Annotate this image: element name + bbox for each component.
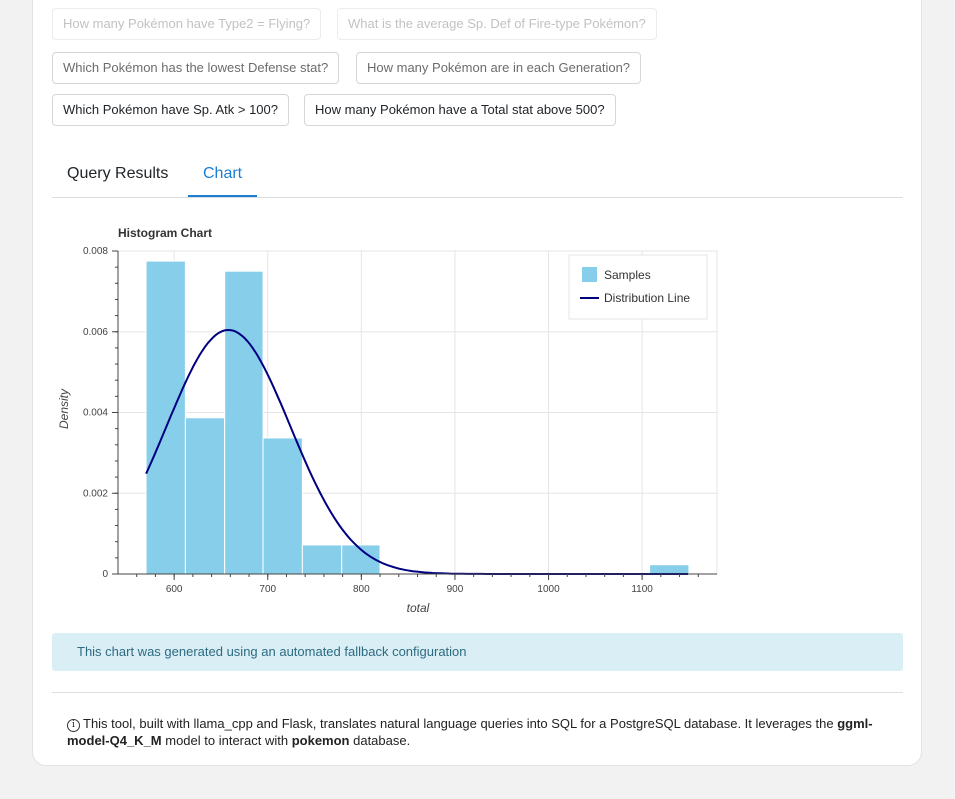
chart-legend: Samples Distribution Line bbox=[568, 254, 708, 320]
y-tick-label: 0 bbox=[102, 569, 108, 580]
x-tick-label: 1100 bbox=[631, 584, 653, 595]
y-tick-label: 0.006 bbox=[83, 327, 108, 338]
footer-text-1: This tool, built with llama_cpp and Flas… bbox=[83, 716, 838, 731]
histogram-bar bbox=[649, 564, 690, 575]
footer-text-3: database. bbox=[349, 733, 411, 748]
suggestion-button-lowest-defense[interactable]: Which Pokémon has the lowest Defense sta… bbox=[52, 52, 340, 84]
y-tick-label: 0.004 bbox=[83, 408, 108, 419]
footer-text-2: model to interact with bbox=[161, 733, 292, 748]
footer-info: i This tool, built with llama_cpp and Fla… bbox=[67, 715, 887, 749]
histogram-bar bbox=[224, 270, 264, 575]
y-tick-label: 0.008 bbox=[83, 246, 108, 257]
x-tick-label: 700 bbox=[259, 584, 276, 595]
suggestion-button-spatk[interactable]: Which Pokémon have Sp. Atk > 100? bbox=[52, 94, 289, 126]
x-tick-label: 600 bbox=[166, 584, 183, 595]
fallback-alert-text: This chart was generated using an automa… bbox=[77, 644, 467, 659]
histogram-bar bbox=[184, 417, 226, 575]
tab-chart[interactable]: Chart bbox=[203, 165, 243, 182]
legend-swatch-samples bbox=[582, 267, 597, 282]
y-axis-label: Density bbox=[57, 388, 71, 429]
histogram-bar bbox=[145, 260, 186, 575]
footer-database-name: pokemon bbox=[291, 733, 350, 748]
suggestion-button-flying[interactable]: How many Pokémon have Type2 = Flying? bbox=[52, 8, 322, 40]
x-axis-label: total bbox=[407, 601, 430, 615]
suggestion-button-fire-spdef[interactable]: What is the average Sp. Def of Fire-type… bbox=[337, 8, 657, 40]
chart-title: Histogram Chart bbox=[118, 226, 212, 240]
histogram-bar bbox=[301, 544, 343, 575]
histogram-bar bbox=[262, 437, 303, 575]
info-icon: i bbox=[67, 719, 80, 732]
histogram-chart: Histogram Chart 600 700 800 900 1000 1100 0 0.0… bbox=[57, 226, 718, 615]
tab-query-results[interactable]: Query Results bbox=[67, 165, 169, 182]
suggestion-button-total-above-500[interactable]: How many Pokémon have a Total stat above… bbox=[304, 94, 616, 126]
suggestion-button-generation-count[interactable]: How many Pokémon are in each Generation? bbox=[356, 52, 642, 84]
tab-active-indicator bbox=[188, 195, 257, 197]
fallback-alert: This chart was generated using an automa… bbox=[52, 633, 903, 671]
tab-divider bbox=[52, 197, 903, 198]
x-tick-label: 900 bbox=[447, 584, 464, 595]
footer-divider bbox=[52, 692, 903, 693]
y-tick-label: 0.002 bbox=[83, 488, 108, 499]
legend-label-line: Distribution Line bbox=[604, 291, 690, 305]
legend-label-samples: Samples bbox=[604, 268, 651, 282]
x-tick-label: 1000 bbox=[537, 584, 560, 595]
x-tick-label: 800 bbox=[353, 584, 370, 595]
footer-model-name: ggml-model-Q4_K_M bbox=[67, 716, 873, 748]
